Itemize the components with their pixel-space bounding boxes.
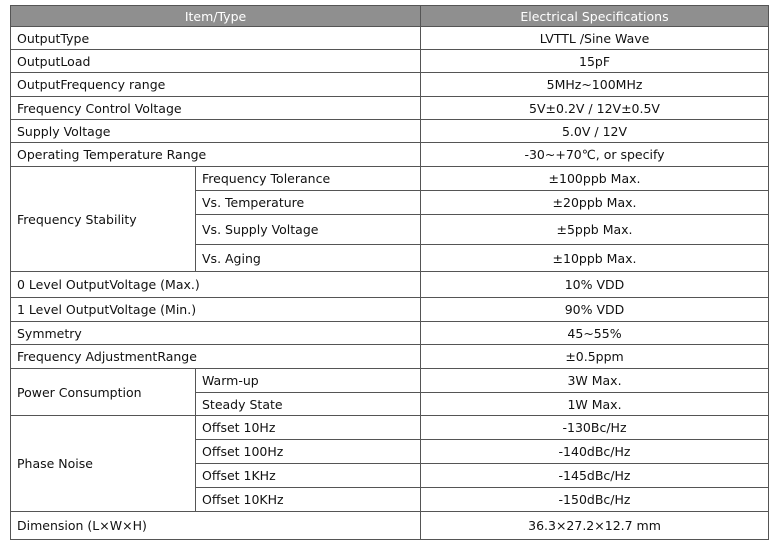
header-row: Item/Type Electrical Specifications bbox=[9, 5, 770, 27]
spec-cell: ±0.5ppm bbox=[420, 344, 770, 369]
spec-cell: 5V±0.2V / 12V±0.5V bbox=[420, 96, 770, 120]
item-cell: Dimension (L×W×H) bbox=[9, 511, 422, 540]
table-row: Vs. Temperature ±20ppb Max. bbox=[11, 190, 770, 215]
spec-table: Item/Type Electrical Specifications Outp… bbox=[9, 5, 770, 540]
header-cell: Item/Type bbox=[9, 5, 422, 27]
table-row: Offset 10KHz -150dBc/Hz bbox=[11, 487, 770, 512]
table-row: Symmetry 45~55% bbox=[9, 321, 770, 345]
item-cell: OutputLoad bbox=[9, 49, 422, 73]
spec-cell: LVTTL /Sine Wave bbox=[420, 26, 770, 50]
table-row: Vs. Aging ±10ppb Max. bbox=[11, 244, 770, 272]
item-cell: OutputFrequency range bbox=[9, 72, 422, 97]
table-row: Frequency Control Voltage 5V±0.2V / 12V±0… bbox=[9, 96, 770, 120]
spec-cell: -145dBc/Hz bbox=[420, 463, 770, 488]
table-row: Phase Noise Offset 10Hz -130Bc/Hz bbox=[10, 415, 770, 512]
spec-cell: 5.0V / 12V bbox=[420, 119, 770, 143]
table-row: Offset 1KHz -145dBc/Hz bbox=[11, 463, 770, 488]
table-row: OutputFrequency range 5MHz~100MHz bbox=[9, 72, 770, 97]
table-row: Offset 100Hz -140dBc/Hz bbox=[11, 439, 770, 464]
table-row: OutputLoad 15pF bbox=[9, 49, 770, 73]
item-cell: Symmetry bbox=[9, 321, 422, 345]
spec-cell: 3W Max. bbox=[420, 368, 770, 393]
item-cell: Frequency Stability bbox=[10, 166, 196, 272]
item-cell: Frequency AdjustmentRange bbox=[9, 344, 422, 369]
table-row: Frequency Stability Frequency Tolerance ±1… bbox=[10, 166, 770, 272]
spec-cell: 90% VDD bbox=[420, 297, 770, 322]
spec-cell: ±10ppb Max. bbox=[420, 244, 770, 272]
spec-cell: 36.3×27.2×12.7 mm bbox=[420, 511, 770, 540]
spec-cell: ±20ppb Max. bbox=[420, 190, 770, 215]
table-row: 0 Level OutputVoltage (Max.) 10% VDD bbox=[9, 271, 770, 298]
table-row: Steady State 1W Max. bbox=[11, 392, 770, 416]
spec-cell: 1W Max. bbox=[420, 392, 770, 416]
table-row: OutputType LVTTL /Sine Wave bbox=[9, 26, 770, 50]
spec-cell: ±100ppb Max. bbox=[420, 166, 770, 191]
sub-item-cell: Frequency Tolerance bbox=[194, 166, 422, 191]
spec-cell: 10% VDD bbox=[420, 271, 770, 298]
spec-cell: -30~+70℃, or specify bbox=[420, 142, 770, 167]
table-row: Dimension (L×W×H) 36.3×27.2×12.7 mm bbox=[9, 511, 770, 540]
spec-cell: 45~55% bbox=[420, 321, 770, 345]
item-cell: 1 Level OutputVoltage (Min.) bbox=[9, 297, 422, 322]
table-row: Frequency AdjustmentRange ±0.5ppm bbox=[9, 344, 770, 369]
table-row: Vs. Supply Voltage ±5ppb Max. bbox=[11, 214, 770, 245]
sub-item-cell: Offset 10Hz bbox=[194, 415, 422, 440]
spec-cell: -150dBc/Hz bbox=[420, 487, 770, 512]
item-cell: OutputType bbox=[9, 26, 422, 50]
spec-cell: 15pF bbox=[420, 49, 770, 73]
table-row: 1 Level OutputVoltage (Min.) 90% VDD bbox=[9, 297, 770, 322]
item-cell: Power Consumption bbox=[10, 368, 196, 416]
header-cell: Electrical Specifications bbox=[420, 5, 770, 27]
item-cell: Operating Temperature Range bbox=[9, 142, 422, 167]
spec-cell: ±5ppb Max. bbox=[420, 214, 770, 245]
sub-item-cell: Vs. Aging bbox=[194, 244, 422, 272]
sub-item-cell: Vs. Temperature bbox=[194, 190, 422, 215]
table-row: Operating Temperature Range -30~+70℃, or … bbox=[9, 142, 770, 167]
sub-item-cell: Vs. Supply Voltage bbox=[194, 214, 422, 245]
item-cell: 0 Level OutputVoltage (Max.) bbox=[9, 271, 422, 298]
table-row: Supply Voltage 5.0V / 12V bbox=[9, 119, 770, 143]
sub-item-cell: Warm-up bbox=[194, 368, 422, 393]
item-cell: Frequency Control Voltage bbox=[9, 96, 422, 120]
sub-item-cell: Offset 1KHz bbox=[194, 463, 422, 488]
table-body: OutputType LVTTL /Sine Wave OutputLoad 15pF… bbox=[9, 26, 770, 540]
sub-item-cell: Offset 100Hz bbox=[194, 439, 422, 464]
item-cell: Phase Noise bbox=[10, 415, 196, 512]
item-cell: Supply Voltage bbox=[9, 119, 422, 143]
table-row: Power Consumption Warm-up 3W Max. bbox=[10, 368, 770, 416]
sub-item-cell: Steady State bbox=[194, 392, 422, 416]
spec-cell: 5MHz~100MHz bbox=[420, 72, 770, 97]
spec-cell: -140dBc/Hz bbox=[420, 439, 770, 464]
spec-cell: -130Bc/Hz bbox=[420, 415, 770, 440]
sub-item-cell: Offset 10KHz bbox=[194, 487, 422, 512]
